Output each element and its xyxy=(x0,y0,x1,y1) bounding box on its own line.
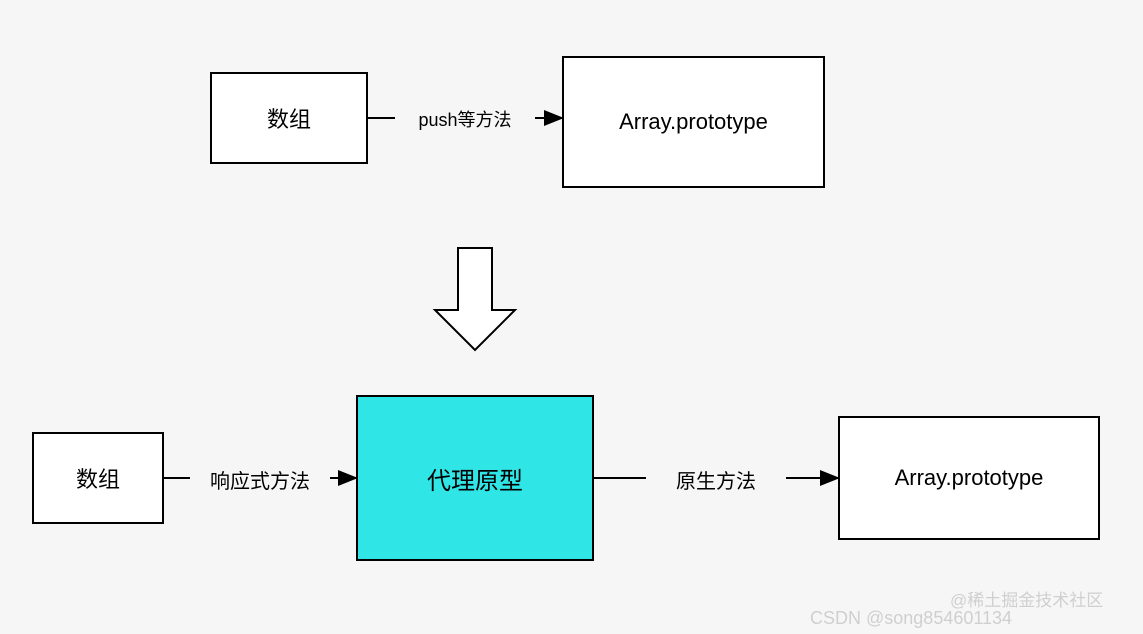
label-text: push等方法 xyxy=(418,110,511,130)
node-array-prototype-bottom: Array.prototype xyxy=(838,416,1100,540)
diagram-canvas: 数组 Array.prototype 数组 代理原型 Array.prototy… xyxy=(0,0,1143,634)
watermark-csdn: CSDN @song854601134 xyxy=(810,608,1012,629)
node-label: 数组 xyxy=(267,102,311,134)
node-array-prototype-top: Array.prototype xyxy=(562,56,825,188)
edge-label-push: push等方法 xyxy=(395,106,535,132)
node-label: Array.prototype xyxy=(619,109,768,135)
label-text: 响应式方法 xyxy=(210,471,310,493)
edge-label-native: 原生方法 xyxy=(646,465,786,494)
node-array-bottom: 数组 xyxy=(32,432,164,524)
watermark-text: CSDN @song854601134 xyxy=(810,608,1012,628)
node-label: Array.prototype xyxy=(895,465,1044,491)
edge-label-reactive: 响应式方法 xyxy=(190,465,330,494)
label-text: 原生方法 xyxy=(676,471,756,493)
node-label: 数组 xyxy=(76,462,120,494)
node-label: 代理原型 xyxy=(427,461,523,496)
node-array-top: 数组 xyxy=(210,72,368,164)
node-proxy-prototype: 代理原型 xyxy=(356,395,594,561)
